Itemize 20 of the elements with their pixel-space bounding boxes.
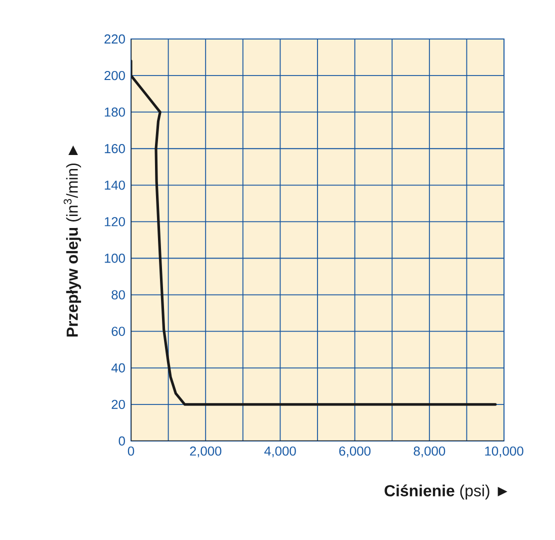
y-tick-label: 180 — [104, 107, 125, 117]
y-tick-label: 140 — [104, 180, 125, 190]
y-tick-label: 80 — [112, 290, 125, 300]
x-tick-label: 6,000 — [339, 446, 371, 458]
x-tick-label: 0 — [128, 446, 134, 456]
x-axis-title: Ciśnienie (psi) ► — [384, 484, 508, 500]
x-tick-label: 2,000 — [190, 446, 222, 458]
x-tick-label: 4,000 — [264, 446, 296, 458]
y-tick-label: 20 — [112, 400, 125, 410]
x-tick-label: 10,000 — [485, 446, 524, 458]
y-tick-label: 220 — [104, 34, 125, 44]
y-tick-label: 60 — [112, 326, 125, 336]
y-tick-label: 200 — [104, 70, 125, 80]
y-tick-label: 120 — [104, 217, 125, 226]
y-tick-label: 160 — [104, 144, 125, 154]
y-tick-label: 100 — [104, 254, 125, 263]
y-tick-label: 40 — [111, 363, 125, 372]
y-tick-label: 0 — [118, 436, 125, 446]
y-axis-title: Przepływ oleju (in$^{3}$/min) ► — [64, 146, 82, 337]
x-tick-label: 8,000 — [414, 446, 446, 458]
